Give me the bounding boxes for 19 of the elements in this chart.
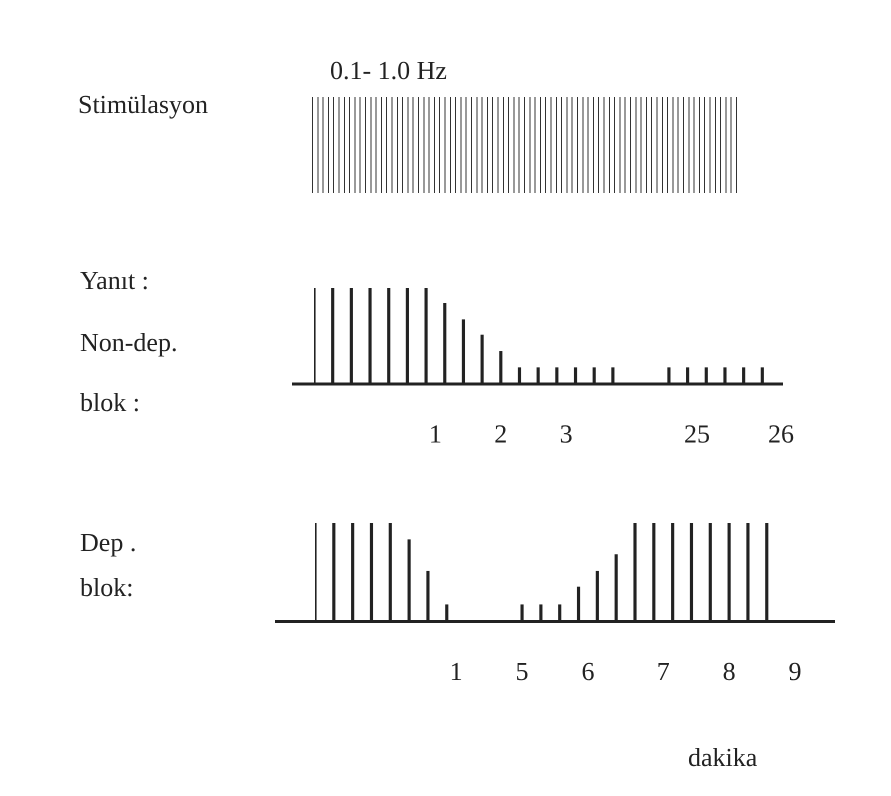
text: blok :: [80, 388, 140, 417]
x-tick-label: 26: [768, 419, 794, 448]
x-tick-label: 8: [722, 656, 736, 686]
x-tick-label: 1: [450, 656, 463, 686]
x-axis-title: dakika: [688, 743, 758, 772]
x-tick-label: 25: [684, 419, 710, 448]
x-tick-label: 1: [428, 419, 442, 448]
x-tick-label: 9: [788, 656, 802, 686]
x-tick-label: 5: [516, 656, 529, 686]
text: blok:: [80, 573, 134, 602]
text: 0.1- 1.0 Hz: [330, 56, 447, 85]
text: Non-dep.: [80, 328, 178, 357]
x-tick-label: 3: [560, 419, 573, 448]
text: Dep .: [80, 528, 136, 557]
x-tick-label: 2: [494, 419, 508, 448]
text: Stimülasyon: [78, 90, 208, 119]
x-tick-label: 7: [656, 656, 670, 686]
x-tick-label: 6: [581, 656, 594, 686]
text: Yanıt :: [80, 266, 149, 295]
